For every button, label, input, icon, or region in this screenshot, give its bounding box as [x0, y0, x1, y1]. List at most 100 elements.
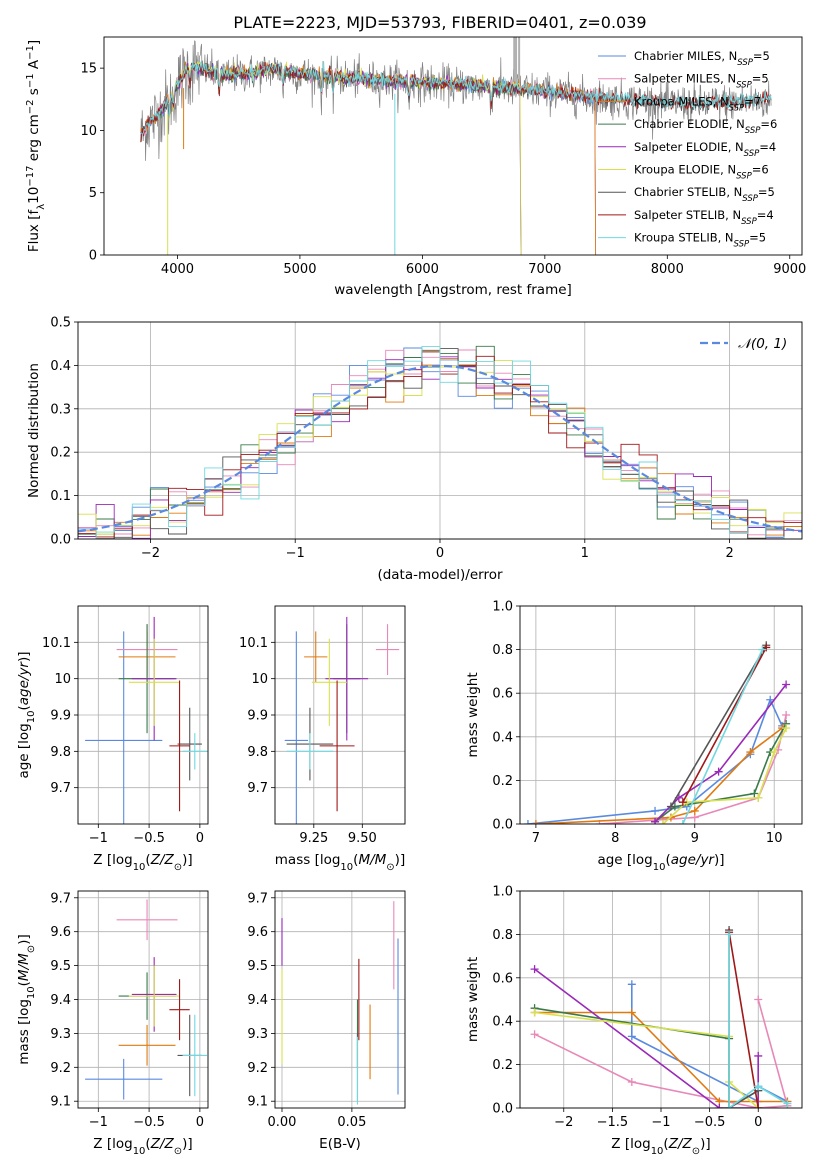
weight-vs-Z-ylabel: mass weight: [465, 957, 481, 1042]
y-tick-label: 9.4: [50, 993, 71, 1008]
weight-marker: [658, 820, 667, 824]
label-part: Z/Z: [150, 852, 175, 868]
legend-label-sub: SSP: [729, 103, 745, 113]
label-part: (: [16, 705, 32, 710]
legend-label: Salpeter MILES, NSSP=5: [634, 72, 769, 91]
weight-marker: [758, 645, 767, 654]
x-tick-label: 2: [725, 546, 733, 561]
label-part: )]: [16, 934, 32, 945]
age-vs-Z-ylabel: age [log10(age/yr)]: [16, 651, 37, 778]
y-tick-label: 9.7: [247, 781, 268, 796]
x-tick-label: 9000: [773, 262, 806, 277]
weight-marker: [651, 817, 660, 824]
weight-line: [728, 932, 759, 1108]
weight-line: [670, 644, 767, 808]
x-tick-label: 0.00: [268, 1115, 297, 1130]
y-tick-label: 0.4: [492, 730, 513, 745]
residual-histogram: [78, 345, 802, 539]
legend-label-sub: SSP: [734, 240, 750, 250]
label-part: )]: [714, 852, 725, 868]
weight-marker: [530, 965, 539, 974]
x-tick-label: 0: [754, 1115, 762, 1130]
label-part: mass [log: [16, 999, 32, 1065]
legend-label-tail: =5: [752, 72, 769, 86]
y-tick-label: 0.6: [492, 687, 513, 702]
mass-vs-ebv-plot: [281, 901, 399, 1105]
label-part: mass weight: [465, 672, 481, 757]
label-part: )]: [182, 1136, 193, 1152]
legend-label-sub: SSP: [741, 217, 757, 227]
x-tick-label: 6000: [406, 262, 439, 277]
weight-marker: [523, 820, 532, 824]
label-part: −17: [25, 166, 36, 187]
y-tick-label: 10: [80, 124, 97, 139]
x-tick-label: −0.5: [694, 1115, 726, 1130]
label-part: 10: [133, 1146, 146, 1157]
gaussian-curve: [78, 364, 802, 533]
age-vs-mass-panel: 9.25 9.50 9.7 9.8 9.9 10 10.1: [239, 605, 406, 846]
label-part: ⊙: [174, 1146, 182, 1157]
legend-label: Chabrier MILES, NSSP=5: [634, 49, 770, 68]
label-part: E(B-V): [319, 1136, 361, 1152]
residuals-ylabel: Normed distribution: [26, 363, 42, 498]
weight-marker: [678, 798, 687, 807]
weight-vs-age-ylabel: mass weight: [465, 672, 481, 757]
weight-marker: [678, 820, 687, 824]
label-part: s: [26, 88, 42, 99]
y-tick-label: 9.9: [247, 709, 268, 724]
legend-label-sub: SSP: [737, 58, 753, 68]
weight-marker: [690, 806, 699, 815]
x-tick-label: 7: [532, 831, 540, 846]
legend-label-tail: =4: [759, 140, 776, 154]
y-tick-label: 0: [89, 249, 97, 264]
label-part: (: [665, 852, 670, 868]
weight-marker: [766, 695, 775, 704]
x-tick-label: 0.05: [337, 1115, 366, 1130]
weight-marker: [530, 1030, 539, 1039]
y-tick-label: 9.7: [247, 891, 268, 906]
weight-marker: [754, 995, 763, 1004]
weight-marker: [714, 767, 723, 776]
y-tick-label: 10.1: [42, 636, 71, 651]
label-part: −2: [25, 99, 36, 114]
weight-line: [534, 1007, 759, 1108]
label-part: 10: [653, 862, 666, 873]
y-tick-label: 9.8: [50, 745, 71, 760]
y-tick-label: 0.0: [50, 533, 71, 548]
y-tick-label: 15: [80, 62, 97, 77]
weight-marker: [627, 1077, 636, 1086]
y-tick-label: 1.0: [492, 600, 513, 615]
weight-marker: [666, 802, 675, 811]
x-tick-label: 10: [766, 831, 783, 846]
weight-line: [534, 968, 760, 1108]
spectrum-ylabel: Flux [fλ10−17 erg cm−2 s−1 A−1]: [25, 40, 47, 252]
weight-vs-Z-panel: −2 −1.5 −1 −0.5 0 0.0 0.2 0.4 0.6 0.8 1.0: [492, 885, 803, 1130]
x-tick-label: 0: [196, 831, 204, 846]
label-part: Z [log: [93, 852, 132, 868]
y-tick-label: 0.2: [50, 446, 71, 461]
label-part: −1: [25, 73, 36, 88]
y-tick-label: 9.5: [50, 959, 71, 974]
spectrum-panel: 4000 5000 6000 7000 8000 9000 0 5 10 15 Chabrier M…: [80, 36, 806, 277]
y-tick-label: 9.2: [50, 1061, 71, 1076]
legend-label: Chabrier STELIB, NSSP=5: [634, 185, 775, 204]
label-part: Normed distribution: [26, 363, 42, 498]
label-part: Z [log: [611, 1136, 650, 1152]
mass-vs-ebv-panel: 0.00 0.05 9.1 9.2 9.3 9.4 9.5 9.6 9.7: [247, 890, 406, 1130]
legend-label-tail: =5: [749, 231, 766, 245]
age-vs-Z-plot: [85, 616, 207, 824]
legend-label-text: Salpeter ELODIE, N: [634, 140, 744, 154]
weight-marker: [754, 793, 763, 802]
label-part: Flux [f: [26, 209, 42, 253]
label-part: (data-model)/error: [377, 567, 503, 583]
label-part: 10: [26, 711, 37, 724]
x-tick-label: 8: [611, 831, 619, 846]
label-part: −1: [25, 45, 36, 60]
legend-label-text: Kroupa MILES, N: [634, 94, 729, 108]
spectrum-xlabel: wavelength [Angstrom, rest frame]: [334, 282, 572, 298]
label-part: mass [log: [275, 852, 341, 868]
label-part: erg cm: [26, 114, 42, 165]
y-tick-label: 9.2: [247, 1061, 268, 1076]
legend-label: 𝒩(0, 1): [738, 336, 787, 352]
